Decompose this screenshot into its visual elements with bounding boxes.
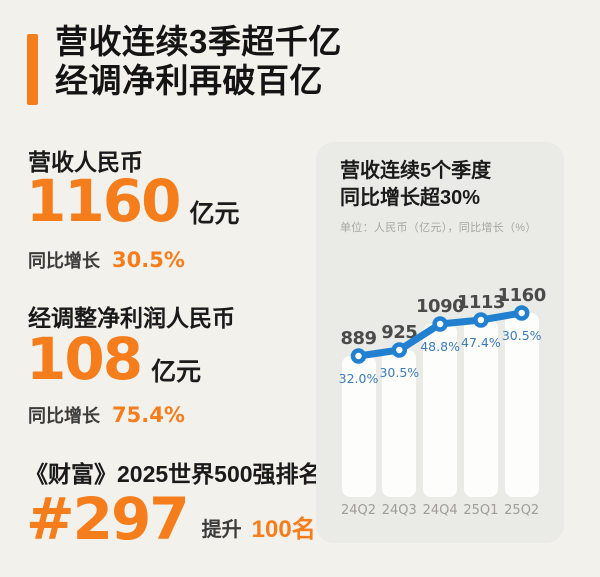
growth-marker xyxy=(432,316,448,332)
growth-percent-label: 47.4% xyxy=(461,335,501,350)
revenue-bar-24Q2 xyxy=(341,356,376,497)
chart-units-note: 单位：人民币（亿元），同比增长（%） xyxy=(340,222,537,234)
revenue-chart-card: 营收连续5个季度 同比增长超30% 单位：人民币（亿元），同比增长（%） 889… xyxy=(316,142,564,543)
bar-value-label: 1090 xyxy=(416,296,465,317)
growth-marker xyxy=(350,348,367,364)
bar-value-label: 889 xyxy=(340,328,377,349)
growth-marker xyxy=(513,305,530,321)
growth-marker xyxy=(391,342,408,358)
revenue-label: 营收人民币 xyxy=(28,149,143,175)
fortune-rank-row: #297 提升 100名 xyxy=(26,490,316,548)
bar-value-label: 925 xyxy=(381,322,418,343)
revenue-bar-25Q1 xyxy=(463,320,498,497)
x-axis-label: 25Q1 xyxy=(463,503,499,518)
profit-growth-label: 同比增长 xyxy=(28,406,100,426)
growth-percent-label: 32.0% xyxy=(338,371,379,386)
x-axis-label: 24Q4 xyxy=(422,503,458,518)
chart-card-title-line1: 营收连续5个季度 xyxy=(340,160,492,182)
fortune-rank-suffix-value: 100名 xyxy=(251,516,316,543)
x-axis-label: 24Q2 xyxy=(340,503,377,518)
chart: 889 32.0% 24Q2 925 30.5% 24Q3 1090 48.8% 24Q4 111… xyxy=(316,142,564,543)
revenue-bar-24Q4 xyxy=(423,324,458,497)
profit-unit: 亿元 xyxy=(151,358,202,386)
revenue-bar-25Q2 xyxy=(504,313,539,497)
profit-label: 经调整净利润人民币 xyxy=(28,305,235,331)
growth-percent-label: 30.5% xyxy=(501,328,542,343)
fortune-rank-value: #297 xyxy=(26,485,190,553)
bar-value-label: 1160 xyxy=(497,285,547,306)
revenue-growth-label: 同比增长 xyxy=(28,251,100,271)
x-axis-label: 25Q2 xyxy=(504,503,540,518)
x-axis-label: 24Q3 xyxy=(381,503,417,518)
revenue-growth-value: 30.5% xyxy=(112,248,185,272)
revenue-growth-row: 同比增长 30.5% xyxy=(28,247,185,273)
revenue-value: 1160 xyxy=(26,167,181,235)
chart-card-title-line2: 同比增长超30% xyxy=(340,187,481,209)
page-title-line2: 经调净利再破百亿 xyxy=(55,62,323,99)
growth-percent-label: 48.8% xyxy=(420,339,460,354)
growth-line-overlay xyxy=(350,305,530,364)
chart-card-title: 营收连续5个季度 同比增长超30% xyxy=(340,158,491,212)
fortune-rank-label: 《财富》2025世界500强排名 xyxy=(25,461,322,487)
profit-value-row: 108 亿元 xyxy=(26,330,201,388)
bar-value-label: 1113 xyxy=(456,292,506,313)
growth-percent-label: 30.5% xyxy=(379,365,420,380)
revenue-value-row: 1160 亿元 xyxy=(26,172,239,230)
title-accent-bar xyxy=(27,34,38,105)
revenue-unit: 亿元 xyxy=(189,200,240,228)
fortune-rank-suffix-label: 提升 xyxy=(201,519,242,541)
page-title-line1: 营收连续3季超千亿 xyxy=(55,23,342,60)
growth-marker xyxy=(473,312,489,328)
page-title: 营收连续3季超千亿 经调净利再破百亿 xyxy=(55,22,342,100)
profit-value: 108 xyxy=(26,325,143,393)
profit-growth-row: 同比增长 75.4% xyxy=(28,402,185,428)
profit-growth-value: 75.4% xyxy=(112,403,185,427)
revenue-bar-24Q3 xyxy=(382,350,417,497)
